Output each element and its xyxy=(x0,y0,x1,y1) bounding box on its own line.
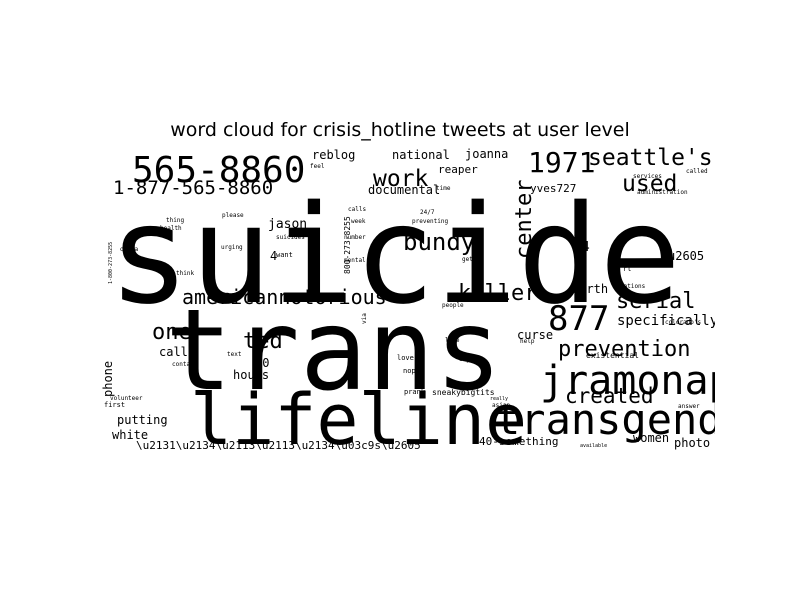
cloud-word: week xyxy=(351,218,366,225)
cloud-word: reblog xyxy=(312,148,355,162)
cloud-word: 24 xyxy=(574,240,590,255)
cloud-word: yves727 xyxy=(530,182,576,195)
cloud-word: phone xyxy=(101,361,115,397)
cloud-word: bundy xyxy=(403,228,475,256)
cloud-word: colorado's xyxy=(665,319,702,326)
cloud-word: 4 xyxy=(270,249,277,263)
cloud-word: administration xyxy=(637,189,688,196)
cloud-word: ted xyxy=(243,329,283,354)
cloud-word: killer xyxy=(458,281,537,306)
cloud-word: 565-8860 xyxy=(132,150,305,191)
cloud-word: existential xyxy=(586,351,639,360)
cloud-word: specifically xyxy=(617,313,715,329)
cloud-word: nations xyxy=(620,283,646,290)
cloud-word: help xyxy=(520,338,535,345)
cloud-word: really xyxy=(490,396,508,402)
cloud-word: call xyxy=(159,345,188,359)
cloud-word: answer xyxy=(678,403,700,410)
cloud-word: sneakybigtits xyxy=(432,388,495,397)
cloud-word: women xyxy=(633,431,669,445)
cloud-word: 24/7 xyxy=(420,209,435,216)
cloud-word: used xyxy=(622,171,677,197)
cloud-word: prevention xyxy=(558,337,690,362)
cloud-word: 1971 xyxy=(528,146,595,179)
cloud-word: nope xyxy=(403,367,420,375)
cloud-word: one xyxy=(152,320,192,345)
cloud-word: 30 xyxy=(255,356,269,370)
cloud-word: urging xyxy=(221,244,243,251)
cloud-word: calls xyxy=(348,206,366,213)
cloud-word: created xyxy=(565,384,654,408)
cloud-word: work xyxy=(373,166,429,192)
cloud-word: hours xyxy=(233,368,269,382)
cloud-word: americannotorious xyxy=(182,285,387,309)
cloud-word: obama xyxy=(120,246,138,253)
cloud-word: first xyxy=(104,401,125,409)
cloud-word: 1-877-565-8860 xyxy=(113,177,273,199)
cloud-word: text xyxy=(227,351,242,358)
cloud-word: volunteer xyxy=(110,395,143,402)
cloud-word: number xyxy=(344,234,366,241)
cloud-word: asian xyxy=(492,402,510,409)
cloud-word: 1-800-273-8255 xyxy=(108,242,114,284)
cloud-word: jramonap xyxy=(540,358,715,404)
cloud-word: mental xyxy=(344,257,366,264)
cloud-word: via xyxy=(361,313,368,324)
cloud-word: thing xyxy=(166,217,184,224)
cloud-word: national xyxy=(392,148,450,162)
cloud-word: health xyxy=(160,225,182,232)
cloud-word: joanna xyxy=(465,147,508,161)
cloud-word: documental xyxy=(368,183,440,197)
cloud-word: preventing xyxy=(412,218,449,225)
cloud-word: love xyxy=(397,354,414,362)
cloud-word: serial xyxy=(616,289,695,314)
cloud-word: trans xyxy=(165,286,502,416)
cloud-word: available xyxy=(580,443,607,449)
cloud-word: rt xyxy=(623,265,631,273)
cloud-word: 40-something xyxy=(479,435,558,448)
cloud-word: center xyxy=(512,180,537,259)
cloud-word: earth xyxy=(572,282,608,296)
cloud-word: people xyxy=(442,302,464,309)
cloud-word: get xyxy=(462,256,473,263)
cloud-word: jason xyxy=(268,217,307,232)
cloud-word: reaper xyxy=(438,163,478,176)
cloud-word: \u2131\u2134\u2113\u2113\u2134\u03c9s\u2… xyxy=(136,439,421,452)
cloud-word: u2605 xyxy=(668,249,704,263)
cloud-word: want xyxy=(276,251,293,259)
cloud-word: prank xyxy=(404,388,426,396)
cloud-word: putting xyxy=(117,413,168,427)
cloud-word: time xyxy=(436,185,451,192)
cloud-word: suicides xyxy=(276,234,305,241)
cloud-word: called xyxy=(686,168,708,175)
cloud-word: curse xyxy=(517,328,553,342)
cloud-word: lifeline xyxy=(190,379,527,454)
chart-title: word cloud for crisis_hotline tweets at … xyxy=(170,119,630,141)
cloud-word: contact xyxy=(172,361,198,368)
cloud-word: suicide xyxy=(108,177,681,335)
cloud-word: services xyxy=(633,173,662,180)
cloud-word: 800-273-8255 xyxy=(343,216,352,274)
cloud-word: transgender xyxy=(495,395,715,444)
cloud-word: seattle's xyxy=(588,145,713,171)
cloud-word: please xyxy=(222,212,244,219)
cloud-word: think xyxy=(176,270,194,277)
cloud-word: feel xyxy=(310,163,325,170)
word-cloud: suicidetranslifelinetransgenderjramonap 5… xyxy=(100,144,715,454)
cloud-word: photo xyxy=(674,436,710,450)
cloud-word: like xyxy=(445,337,460,344)
cloud-word: 877 xyxy=(548,299,609,339)
cloud-word: day xyxy=(459,356,470,363)
cloud-word: white xyxy=(112,428,148,442)
